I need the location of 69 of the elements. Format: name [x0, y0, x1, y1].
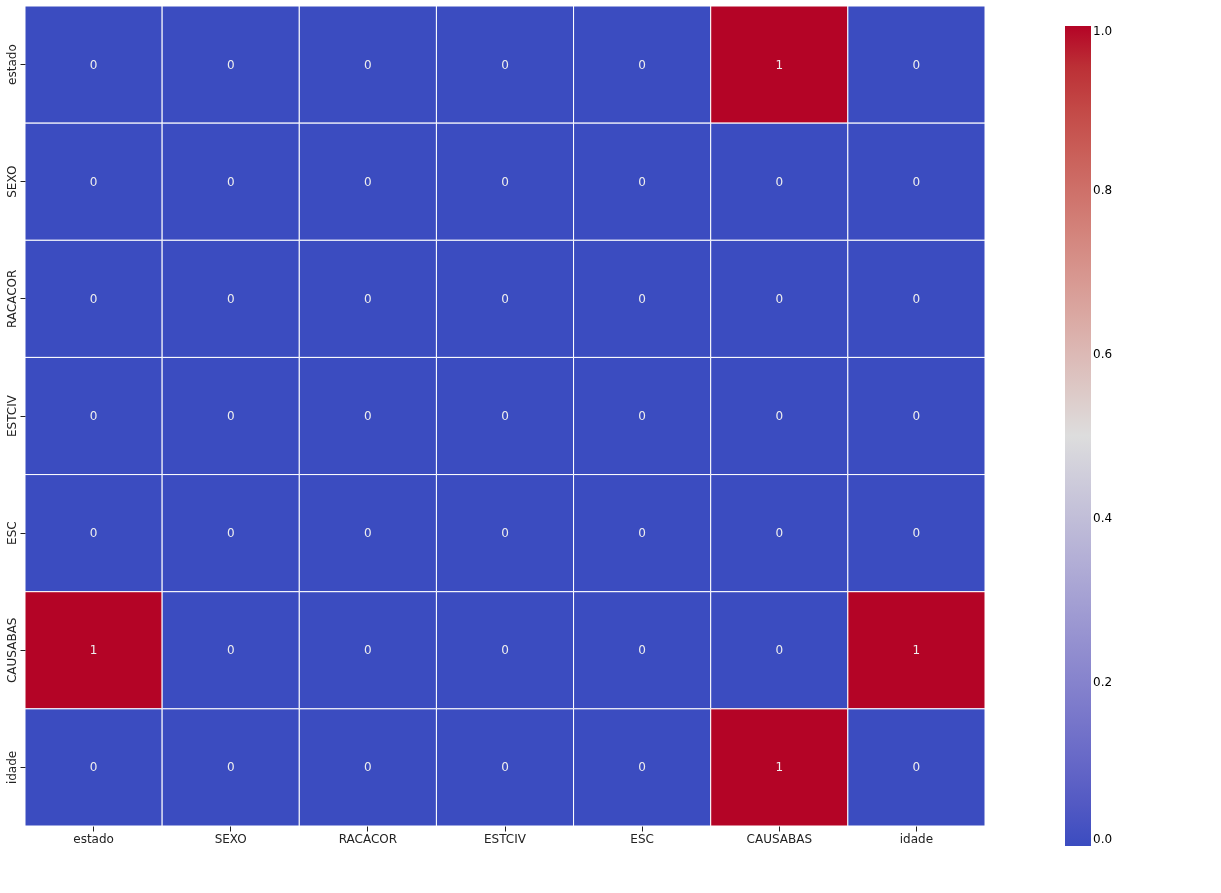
- data-label: 0: [775, 409, 784, 423]
- data-label: 0: [89, 57, 98, 72]
- data-label: 0: [226, 57, 235, 72]
- y-tick-label: ESTCIV: [4, 394, 19, 437]
- color-bar-label: 0.2: [1093, 675, 1113, 689]
- data-label: 0: [912, 526, 921, 541]
- data-label: 0: [364, 526, 372, 541]
- data-label: 0: [226, 409, 235, 423]
- data-label: 1: [912, 643, 921, 658]
- data-label: 0: [638, 643, 646, 658]
- data-label: 0: [775, 291, 784, 306]
- data-label: 0: [89, 409, 98, 423]
- data-label: 1: [775, 760, 784, 775]
- data-label: 0: [89, 291, 98, 306]
- color-bar-label: 0.6: [1093, 347, 1113, 361]
- y-tick-label: idade: [4, 750, 19, 785]
- data-label: 0: [226, 643, 235, 658]
- y-tick-label: estado: [4, 44, 19, 85]
- data-label: 0: [364, 643, 372, 658]
- x-tick-label: ESC: [630, 831, 654, 846]
- data-label: 0: [501, 291, 509, 306]
- data-label: 0: [912, 174, 921, 189]
- data-label: 0: [912, 291, 921, 306]
- x-tick-label: idade: [899, 831, 934, 846]
- data-label: 0: [501, 57, 509, 72]
- data-label: 0: [501, 526, 509, 541]
- data-label: 0: [501, 760, 509, 775]
- y-tick-label: ESC: [4, 521, 19, 545]
- data-label: 0: [912, 760, 921, 775]
- data-label: 0: [501, 643, 509, 658]
- data-label: 0: [638, 760, 646, 775]
- data-label: 0: [775, 174, 784, 189]
- data-label: 0: [364, 409, 372, 423]
- data-label: 0: [89, 526, 98, 541]
- data-label: 0: [638, 174, 646, 189]
- x-tick-label: estado: [73, 831, 114, 846]
- color-bar-label: 0.0: [1093, 832, 1113, 846]
- data-label: 0: [364, 57, 372, 72]
- data-label: 0: [638, 291, 646, 306]
- data-label: 0: [501, 174, 509, 189]
- data-label: 0: [364, 291, 372, 306]
- data-label: 0: [912, 409, 921, 423]
- color-bar-label: 1.0: [1093, 24, 1113, 38]
- y-tick-label: CAUSABAS: [4, 617, 19, 684]
- data-label: 0: [89, 174, 98, 189]
- color-bar-label: 0.4: [1093, 511, 1113, 525]
- data-label: 0: [364, 174, 372, 189]
- data-label: 0: [638, 526, 646, 541]
- y-tick-label: SEXO: [4, 165, 19, 198]
- data-label: 0: [226, 526, 235, 541]
- data-label: 0: [226, 760, 235, 775]
- data-label: 0: [364, 760, 372, 775]
- y-tick-label: RACACOR: [4, 269, 19, 329]
- data-label: 0: [226, 291, 235, 306]
- data-label: 0: [775, 526, 784, 541]
- data-label: 1: [775, 57, 784, 72]
- x-tick-label: CAUSABAS: [746, 831, 813, 846]
- data-label: 0: [226, 174, 235, 189]
- data-label: 0: [89, 760, 98, 775]
- x-tick-label: RACACOR: [338, 831, 398, 846]
- data-label: 0: [775, 643, 784, 658]
- color-bar-label: 0.8: [1093, 183, 1113, 197]
- data-label: 1: [89, 643, 98, 658]
- x-tick-label: SEXO: [214, 831, 247, 846]
- data-label: 0: [638, 409, 646, 423]
- data-label: 0: [638, 57, 646, 72]
- x-tick-label: ESTCIV: [484, 831, 527, 846]
- data-label: 0: [912, 57, 921, 72]
- data-label: 0: [501, 409, 509, 423]
